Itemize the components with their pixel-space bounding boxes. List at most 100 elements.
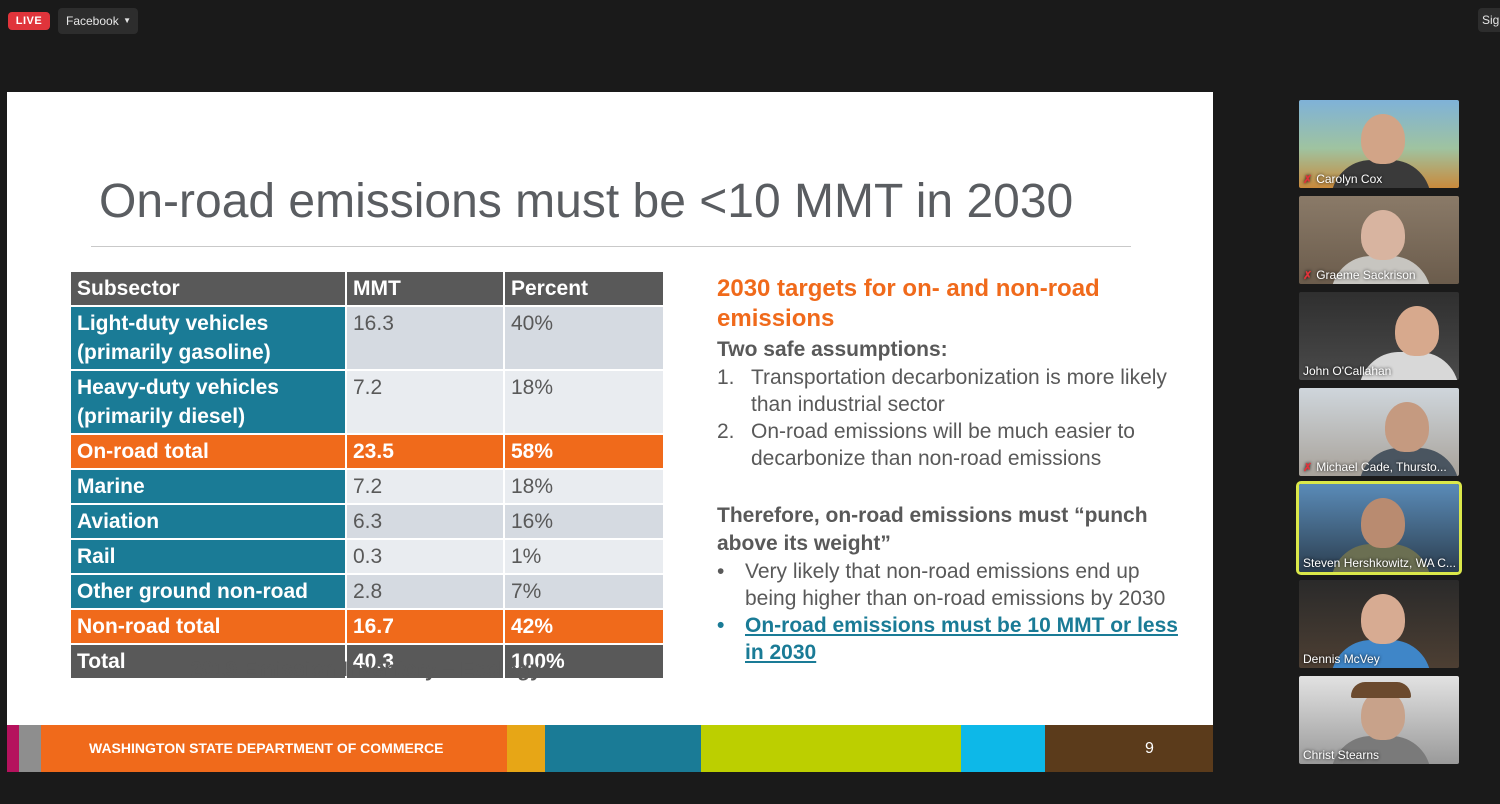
shared-slide: On-road emissions must be <10 MMT in 203… [7, 92, 1213, 772]
list-text: On-road emissions must be 10 MMT or less… [745, 614, 1178, 664]
avatar [1385, 402, 1429, 452]
list-item: • Very likely that non-road emissions en… [717, 558, 1187, 612]
live-badge: LIVE [8, 12, 50, 30]
table-header-cell: MMT [345, 270, 505, 307]
participant-name: Dennis McVey [1303, 652, 1380, 666]
table-row: Heavy-duty vehicles (primarily diesel) 7… [69, 369, 665, 435]
mmt-cell: 16.3 [345, 305, 505, 371]
stream-target-label: Facebook [66, 14, 119, 28]
footer-org-label: WASHINGTON STATE DEPARTMENT OF COMMERCE [89, 740, 444, 756]
percent-cell: 18% [503, 369, 665, 435]
table-row: Marine 7.2 18% [69, 468, 665, 505]
title-divider [91, 246, 1131, 247]
slide-title: On-road emissions must be <10 MMT in 203… [99, 175, 1074, 228]
mic-muted-icon: ✗ [1303, 173, 1313, 186]
percent-cell: 16% [503, 503, 665, 540]
percent-cell: 7% [503, 573, 665, 610]
participant-tile-active-speaker[interactable]: Steven Hershkowitz, WA C... [1296, 481, 1462, 575]
participant-name: Christ Stearns [1303, 748, 1380, 762]
participant-name: Steven Hershkowitz, WA C... [1303, 556, 1456, 570]
subsector-cell: On-road total [69, 433, 347, 470]
subsector-cell: Total [69, 643, 347, 680]
subsector-cell: Non-road total [69, 608, 347, 645]
mmt-cell: 40.3 [345, 643, 505, 680]
assumptions-title: Two safe assumptions: [717, 338, 948, 361]
footer-stripe [701, 725, 961, 772]
hat-icon [1351, 682, 1411, 698]
footer-stripe [7, 725, 19, 772]
mmt-cell: 0.3 [345, 538, 505, 575]
list-item-highlight: • On-road emissions must be 10 MMT or le… [717, 612, 1187, 666]
table-row: Other ground non-road 2.8 7% [69, 573, 665, 610]
list-text: On-road emissions will be much easier to… [751, 420, 1135, 470]
table-header-cell: Percent [503, 270, 665, 307]
subsector-cell: Heavy-duty vehicles (primarily diesel) [69, 369, 347, 435]
percent-cell: 100% [503, 643, 665, 680]
table-row-subtotal: On-road total 23.5 58% [69, 433, 665, 470]
mmt-cell: 2.8 [345, 573, 505, 610]
list-text: Very likely that non-road emissions end … [745, 560, 1166, 610]
table-header-cell: Subsector [69, 270, 347, 307]
list-number: 1. [717, 366, 735, 389]
footer-stripe [41, 725, 507, 772]
footer-stripe [19, 725, 41, 772]
avatar [1395, 306, 1439, 356]
avatar [1361, 690, 1405, 740]
participant-tile[interactable]: ✗ Michael Cade, Thursto... [1299, 388, 1459, 476]
table-caption: 2019 Emission Inventory – Ecology [190, 658, 542, 681]
list-number: 2. [717, 420, 735, 443]
mmt-cell: 23.5 [345, 433, 505, 470]
footer-stripe [507, 725, 545, 772]
participant-tile[interactable]: Christ Stearns [1299, 676, 1459, 764]
mmt-cell: 16.7 [345, 608, 505, 645]
sign-button[interactable]: Sig [1478, 8, 1500, 32]
subsector-cell: Other ground non-road [69, 573, 347, 610]
stream-target-dropdown[interactable]: Facebook ▼ [58, 8, 138, 34]
footer-stripe [545, 725, 701, 772]
footer-stripe [1045, 725, 1213, 772]
assumptions-list: 1. Transportation decarbonization is mor… [717, 364, 1187, 472]
percent-cell: 18% [503, 468, 665, 505]
participant-tile[interactable]: ✗ Carolyn Cox [1299, 100, 1459, 188]
list-text: Transportation decarbonization is more l… [751, 366, 1167, 416]
list-item: 1. Transportation decarbonization is mor… [717, 364, 1187, 418]
percent-cell: 58% [503, 433, 665, 470]
table-row-total: Total 40.3 100% [69, 643, 665, 680]
subsector-cell: Marine [69, 468, 347, 505]
table-row: Aviation 6.3 16% [69, 503, 665, 540]
avatar [1361, 114, 1405, 164]
therefore-title: Therefore, on-road emissions must “punch… [717, 504, 1148, 555]
mic-muted-icon: ✗ [1303, 461, 1313, 474]
table-row-subtotal: Non-road total 16.7 42% [69, 608, 665, 645]
slide-footer-band: WASHINGTON STATE DEPARTMENT OF COMMERCE … [7, 725, 1213, 772]
subsector-cell: Aviation [69, 503, 347, 540]
mmt-cell: 7.2 [345, 369, 505, 435]
subsector-cell: Light-duty vehicles (primarily gasoline) [69, 305, 347, 371]
conclusion-list: • Very likely that non-road emissions en… [717, 558, 1187, 666]
participant-tile[interactable]: ✗ Graeme Sackrison [1299, 196, 1459, 284]
targets-heading: 2030 targets for on- and non-road emissi… [717, 275, 1100, 332]
avatar [1361, 210, 1405, 260]
bullet-icon: • [717, 614, 725, 637]
chevron-down-icon: ▼ [123, 16, 131, 25]
participant-name: Michael Cade, Thursto... [1316, 460, 1447, 474]
participant-name: Graeme Sackrison [1316, 268, 1416, 282]
subsector-cell: Rail [69, 538, 347, 575]
percent-cell: 42% [503, 608, 665, 645]
participant-name: Carolyn Cox [1316, 172, 1383, 186]
mic-muted-icon: ✗ [1303, 269, 1313, 282]
table-header-row: Subsector MMT Percent [69, 270, 665, 307]
participant-tile[interactable]: John O'Callahan [1299, 292, 1459, 380]
bullet-icon: • [717, 560, 725, 583]
avatar [1361, 498, 1405, 548]
footer-stripe [961, 725, 1045, 772]
avatar [1361, 594, 1405, 644]
participant-name: John O'Callahan [1303, 364, 1392, 378]
emissions-table: Subsector MMT Percent Light-duty vehicle… [69, 270, 665, 680]
percent-cell: 40% [503, 305, 665, 371]
list-item: 2. On-road emissions will be much easier… [717, 418, 1187, 472]
table-row: Light-duty vehicles (primarily gasoline)… [69, 305, 665, 371]
participant-tile[interactable]: Dennis McVey [1299, 580, 1459, 668]
targets-panel: 2030 targets for on- and non-road emissi… [717, 274, 1187, 666]
table-row: Rail 0.3 1% [69, 538, 665, 575]
